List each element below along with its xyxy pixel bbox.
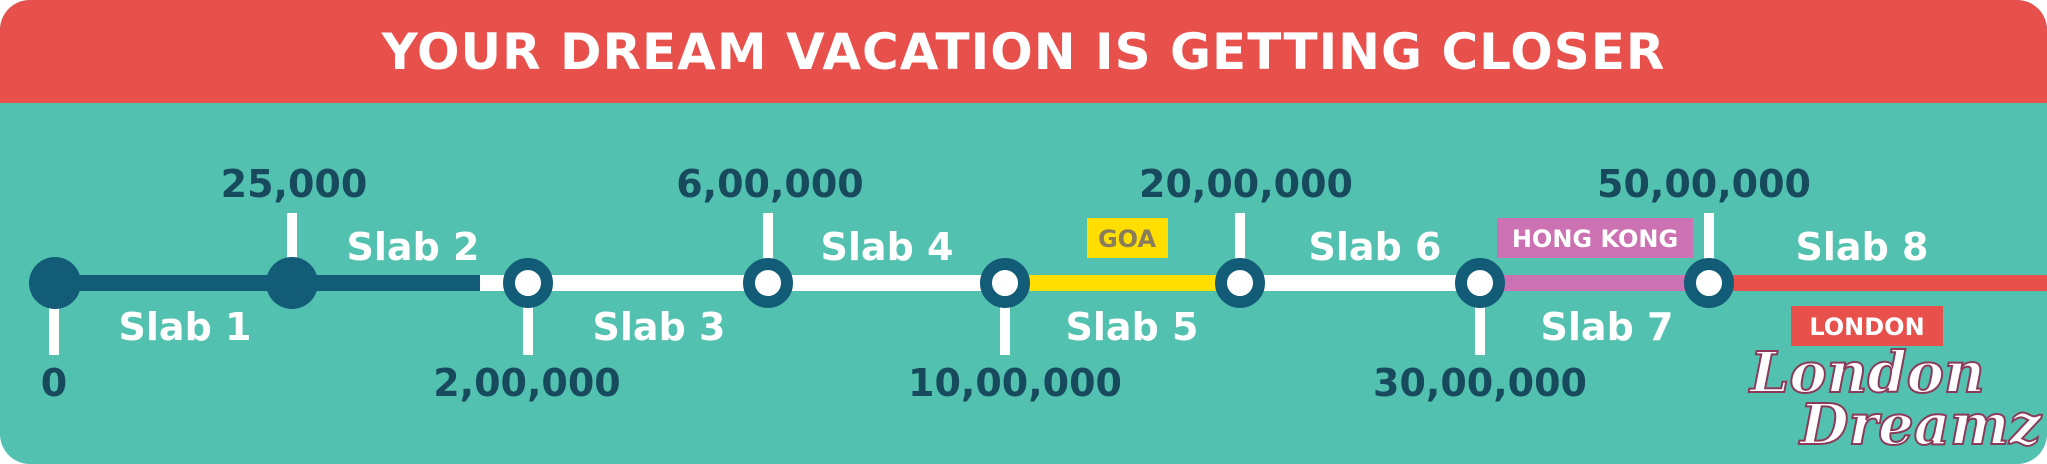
destination-label-hong-kong: HONG KONG xyxy=(1512,225,1678,253)
tick-0 xyxy=(49,300,59,355)
destination-label-goa: GOA xyxy=(1098,225,1156,253)
milestone-label-3000000: 30,00,000 xyxy=(1373,361,1587,405)
milestone-label-600000: 6,00,000 xyxy=(676,162,864,206)
nodes xyxy=(29,257,1734,309)
node-1000000 xyxy=(980,258,1030,308)
slab-labels: Slab 1 Slab 2 Slab 3 Slab 4 Slab 5 Slab … xyxy=(119,225,1929,349)
tick-25000 xyxy=(287,213,297,263)
tick-3000000 xyxy=(1475,300,1485,355)
destination-tag-hong-kong: HONG KONG xyxy=(1497,218,1693,258)
london-dreamz-logo: London Dreamz xyxy=(1747,339,2043,459)
milestone-label-200000: 2,00,000 xyxy=(433,361,621,405)
milestone-labels: 0 25,000 2,00,000 6,00,000 10,00,000 20,… xyxy=(41,162,1811,405)
tick-1000000 xyxy=(1000,300,1010,355)
node-5000000 xyxy=(1684,258,1734,308)
header-banner: YOUR DREAM VACATION IS GETTING CLOSER xyxy=(0,0,2047,103)
node-3000000 xyxy=(1455,258,1505,308)
ticks xyxy=(49,213,1714,355)
milestone-label-25000: 25,000 xyxy=(221,162,368,206)
logo-line-2: Dreamz xyxy=(1798,392,2042,458)
tick-5000000 xyxy=(1704,213,1714,263)
slab-label-3: Slab 3 xyxy=(593,305,726,349)
tick-200000 xyxy=(523,300,533,355)
slab-label-1: Slab 1 xyxy=(119,305,252,349)
destination-tag-london: LONDON xyxy=(1791,306,1943,346)
page-title: YOUR DREAM VACATION IS GETTING CLOSER xyxy=(381,22,1666,81)
destination-tag-goa: GOA xyxy=(1087,218,1168,258)
milestone-label-1000000: 10,00,000 xyxy=(908,361,1122,405)
node-600000 xyxy=(743,258,793,308)
milestone-label-2000000: 20,00,000 xyxy=(1139,162,1353,206)
slab-label-2: Slab 2 xyxy=(347,225,480,269)
slab-label-4: Slab 4 xyxy=(821,225,954,269)
node-0 xyxy=(29,257,81,309)
node-25000 xyxy=(266,257,318,309)
milestone-label-0: 0 xyxy=(41,361,67,405)
slab-label-7: Slab 7 xyxy=(1541,305,1674,349)
milestone-label-5000000: 50,00,000 xyxy=(1597,162,1811,206)
destination-label-london: LONDON xyxy=(1809,313,1924,341)
tick-600000 xyxy=(763,213,773,263)
node-200000 xyxy=(503,258,553,308)
logo-line-1: London xyxy=(1748,340,1985,406)
node-2000000 xyxy=(1215,258,1265,308)
slab-label-8: Slab 8 xyxy=(1796,225,1929,269)
slab-label-5: Slab 5 xyxy=(1066,305,1199,349)
slab-label-6: Slab 6 xyxy=(1309,225,1442,269)
tick-2000000 xyxy=(1235,213,1245,263)
